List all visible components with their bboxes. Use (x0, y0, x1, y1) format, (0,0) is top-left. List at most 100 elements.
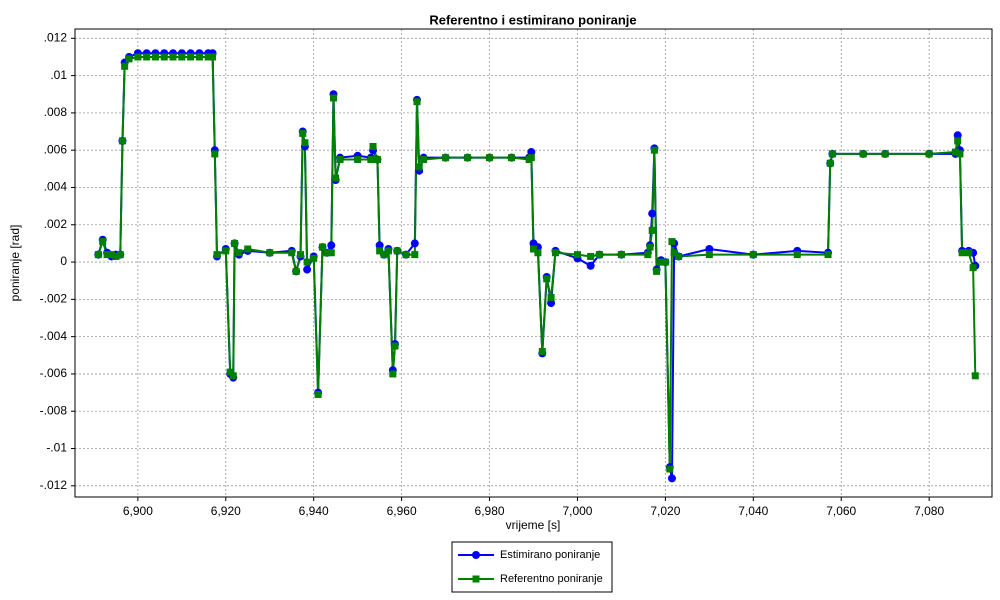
marker (329, 94, 337, 102)
y-tick-label: -.012 (40, 478, 68, 492)
marker (667, 474, 676, 483)
marker (530, 245, 537, 253)
marker (195, 53, 203, 61)
x-tick-label: 6,920 (211, 504, 241, 518)
marker (391, 342, 399, 350)
marker (547, 293, 555, 301)
marker (318, 243, 326, 251)
marker (375, 241, 384, 250)
marker (235, 249, 243, 257)
marker (99, 238, 107, 246)
y-tick-label: .004 (44, 180, 68, 194)
marker (551, 249, 559, 257)
marker (327, 241, 336, 250)
marker (675, 252, 683, 260)
marker (327, 249, 335, 257)
marker (229, 372, 237, 380)
marker (151, 53, 159, 61)
marker (369, 142, 377, 150)
marker (538, 348, 546, 356)
marker (336, 156, 344, 164)
marker (749, 251, 757, 259)
marker (527, 154, 535, 162)
y-tick-label: -.002 (40, 292, 68, 306)
marker (354, 156, 362, 164)
marker (824, 251, 832, 259)
marker (666, 465, 674, 473)
x-tick-label: 6,980 (475, 504, 505, 518)
marker (411, 251, 419, 259)
marker (178, 53, 186, 61)
marker (107, 251, 115, 259)
marker (586, 261, 595, 270)
x-tick-label: 7,060 (826, 504, 856, 518)
marker (595, 251, 603, 259)
marker (211, 150, 219, 158)
x-tick-label: 7,000 (562, 504, 592, 518)
x-tick-label: 6,940 (299, 504, 329, 518)
marker (116, 251, 124, 259)
marker (648, 226, 656, 234)
legend-label: Estimirano poniranje (500, 549, 600, 561)
marker (653, 267, 661, 275)
marker (292, 267, 300, 275)
marker (384, 247, 392, 255)
marker (646, 243, 654, 251)
y-tick-label: -.004 (40, 329, 68, 343)
marker (954, 137, 962, 145)
marker (373, 156, 381, 164)
marker (402, 251, 410, 259)
y-tick-label: -.006 (40, 366, 68, 380)
marker (442, 154, 450, 162)
marker (332, 174, 340, 182)
marker (103, 251, 111, 259)
marker (314, 390, 322, 398)
marker (543, 275, 551, 283)
marker (925, 150, 933, 158)
marker (828, 150, 836, 158)
marker (393, 247, 401, 255)
y-tick-label: .012 (44, 30, 68, 44)
marker (793, 251, 801, 259)
marker (121, 62, 129, 70)
x-tick-label: 6,960 (387, 504, 417, 518)
marker (134, 53, 142, 61)
marker (297, 251, 305, 259)
marker (486, 154, 494, 162)
x-tick-label: 7,080 (914, 504, 944, 518)
marker (958, 249, 966, 257)
marker (226, 368, 234, 376)
marker (705, 245, 714, 254)
marker (143, 53, 151, 61)
marker (303, 265, 312, 274)
x-tick-label: 7,040 (738, 504, 768, 518)
marker (299, 129, 307, 137)
marker (670, 249, 678, 257)
marker (668, 238, 676, 246)
marker (965, 249, 973, 257)
marker (472, 575, 480, 583)
marker (231, 239, 239, 247)
marker (527, 148, 536, 157)
marker (644, 251, 652, 259)
marker (971, 372, 979, 380)
marker (648, 209, 657, 218)
marker (169, 53, 177, 61)
marker (573, 251, 581, 259)
marker (657, 258, 665, 266)
marker (956, 150, 964, 158)
marker (118, 137, 126, 145)
y-tick-label: -.008 (40, 403, 68, 417)
y-tick-label: .006 (44, 142, 68, 156)
y-tick-label: .01 (50, 68, 67, 82)
y-tick-label: 0 (60, 254, 67, 268)
marker (587, 252, 595, 260)
marker (213, 251, 221, 259)
marker (376, 247, 384, 255)
marker (266, 249, 274, 257)
y-tick-label: .002 (44, 217, 68, 231)
marker (661, 258, 669, 266)
